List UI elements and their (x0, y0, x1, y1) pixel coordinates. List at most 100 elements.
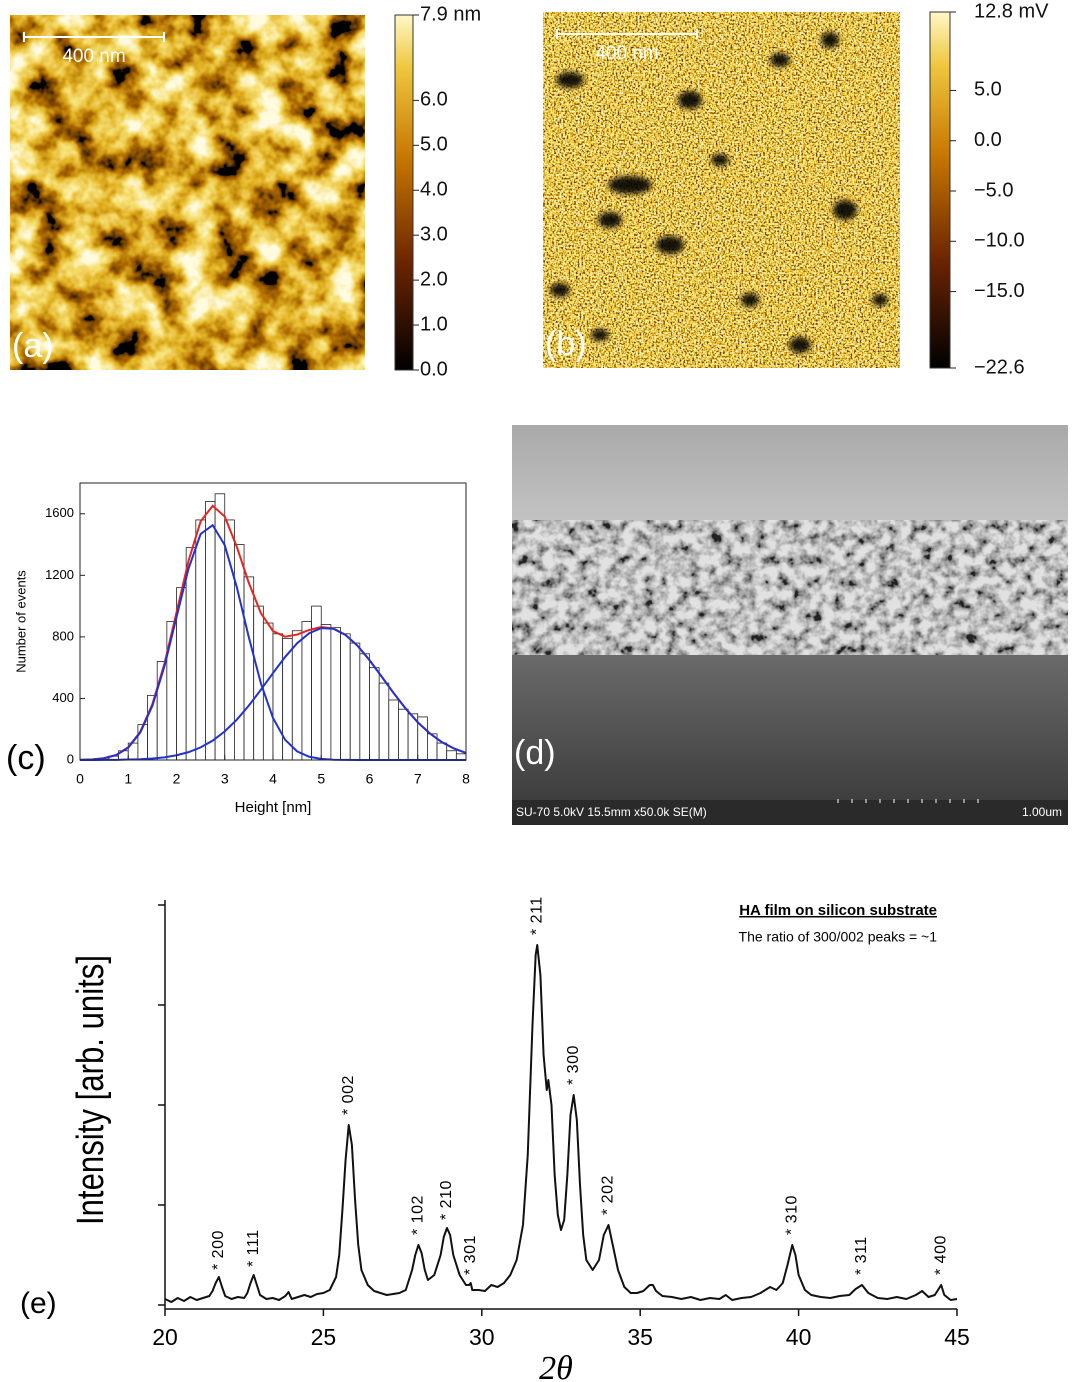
sem-substrate (512, 655, 1068, 800)
peak-label: * 310 (783, 1195, 800, 1235)
x-tick-label: 35 (627, 1324, 653, 1350)
x-tick-label: 30 (469, 1324, 495, 1350)
legend-note: The ratio of 300/002 peaks = ~1 (739, 929, 938, 945)
histogram-bar (195, 519, 206, 761)
legend-title: HA film on silicon substrate (739, 902, 937, 919)
colorbar (394, 14, 414, 371)
peak-label: * 301 (462, 1235, 479, 1275)
histogram-bar (330, 627, 341, 761)
x-tick-label: 20 (152, 1324, 178, 1350)
sem-film-grains (512, 520, 1068, 660)
y-tick-label: 0 (67, 751, 74, 766)
x-tick-label: 2 (173, 771, 181, 787)
histogram-bar (137, 724, 148, 761)
peak-label: * 002 (340, 1075, 357, 1115)
info-bar-text: 1.00um (1022, 805, 1062, 819)
peak-label: * 102 (410, 1195, 427, 1235)
histogram-bar (340, 633, 351, 761)
y-tick-label: 1600 (45, 505, 74, 520)
colorbar-tick-label: 3.0 (420, 223, 448, 245)
histogram-bar (378, 682, 390, 761)
kpfm-texture (543, 12, 900, 368)
colorbar-tick-label: 0.0 (974, 129, 1002, 151)
x-tick-label: 1 (124, 771, 132, 787)
colorbar-tick-label: 0.0 (420, 358, 448, 380)
x-axis-label: 2θ (539, 1350, 573, 1382)
fit-curve (80, 627, 467, 761)
x-tick-label: 25 (311, 1324, 337, 1350)
x-tick-label: 4 (269, 771, 277, 787)
histogram-bar (349, 642, 361, 761)
scale-bar-label: 400 nm (62, 46, 125, 67)
peak-label: * 300 (565, 1045, 582, 1085)
peak-label: * 200 (210, 1230, 227, 1270)
histogram-bar (436, 742, 448, 761)
histogram-bar (446, 750, 457, 761)
histogram-bar (301, 621, 313, 761)
y-tick-label: 400 (52, 690, 74, 705)
y-axis-label: Intensity [arb. units] (70, 955, 112, 1225)
colorbar-tick-label: −22.6 (974, 356, 1025, 378)
colorbar-tick-label: 7.9 nm (420, 3, 481, 25)
colorbar-tick-label: 5.0 (420, 134, 448, 156)
x-tick-label: 5 (317, 771, 325, 787)
colorbar-tick-label: −15.0 (974, 280, 1025, 302)
info-bar-text: SU-70 5.0kV 15.5mm x50.0k SE(M) (516, 805, 707, 819)
x-axis-label: Height [nm] (235, 799, 312, 816)
peak-label: * 202 (600, 1175, 617, 1215)
colorbar-tick-label: 5.0 (974, 79, 1002, 101)
xrd-pattern (164, 944, 958, 1303)
histogram-bar (185, 547, 197, 761)
histogram-bar (291, 630, 303, 761)
x-tick-label: 45 (944, 1324, 970, 1350)
colorbar-tick-label: −10.0 (974, 230, 1025, 252)
histogram-bar (398, 708, 409, 761)
colorbar-tick-label: 12.8 mV (974, 0, 1049, 22)
peak-label: * 210 (438, 1180, 455, 1220)
sem-info-bar (512, 800, 1068, 825)
colorbar-tick-label: −5.0 (974, 179, 1013, 201)
kpfm-image (543, 12, 900, 368)
colorbar-tick-label: 4.0 (420, 179, 448, 201)
histogram-bar (369, 667, 380, 761)
histogram-bar (214, 493, 226, 761)
histogram-bar (320, 624, 332, 761)
x-tick-label: 40 (786, 1324, 812, 1350)
panel-label: (d) (514, 734, 556, 772)
histogram-bar (243, 576, 255, 761)
colorbar-tick-label: 2.0 (420, 268, 448, 290)
dark-domains (550, 32, 888, 353)
scale-bar-label: 400 nm (595, 43, 658, 64)
colorbar-tick-label: 1.0 (420, 313, 448, 335)
histogram-bar (233, 544, 245, 761)
panel-label: (a) (12, 327, 54, 365)
panel-label: (b) (545, 325, 587, 363)
y-axis-label: Number of events (13, 570, 28, 673)
histogram-bar (359, 653, 370, 761)
x-tick-label: 6 (366, 771, 374, 787)
x-tick-label: 3 (221, 771, 229, 787)
sem-film-tone (512, 520, 1068, 660)
histogram-bar (253, 605, 264, 761)
colorbar-tick-label: 6.0 (420, 89, 448, 111)
afm-topography-image (10, 15, 365, 370)
x-tick-label: 7 (414, 771, 422, 787)
sem-image (512, 425, 1068, 825)
histogram-bar (166, 621, 177, 761)
histogram-bar (205, 501, 216, 761)
peak-label: * 211 (528, 896, 545, 935)
panel-label: (e) (20, 1287, 57, 1320)
x-tick-label: 8 (462, 771, 470, 787)
histogram-bar (272, 633, 284, 761)
peak-label: * 311 (853, 1236, 870, 1275)
y-tick-label: 800 (52, 628, 74, 643)
panel-label: (c) (6, 739, 46, 777)
x-tick-label: 0 (76, 771, 84, 787)
colorbar (929, 11, 951, 369)
sem-surface (512, 425, 1068, 525)
peak-label: * 400 (932, 1235, 949, 1275)
histogram-bar (388, 699, 399, 761)
y-tick-label: 1200 (45, 567, 74, 582)
